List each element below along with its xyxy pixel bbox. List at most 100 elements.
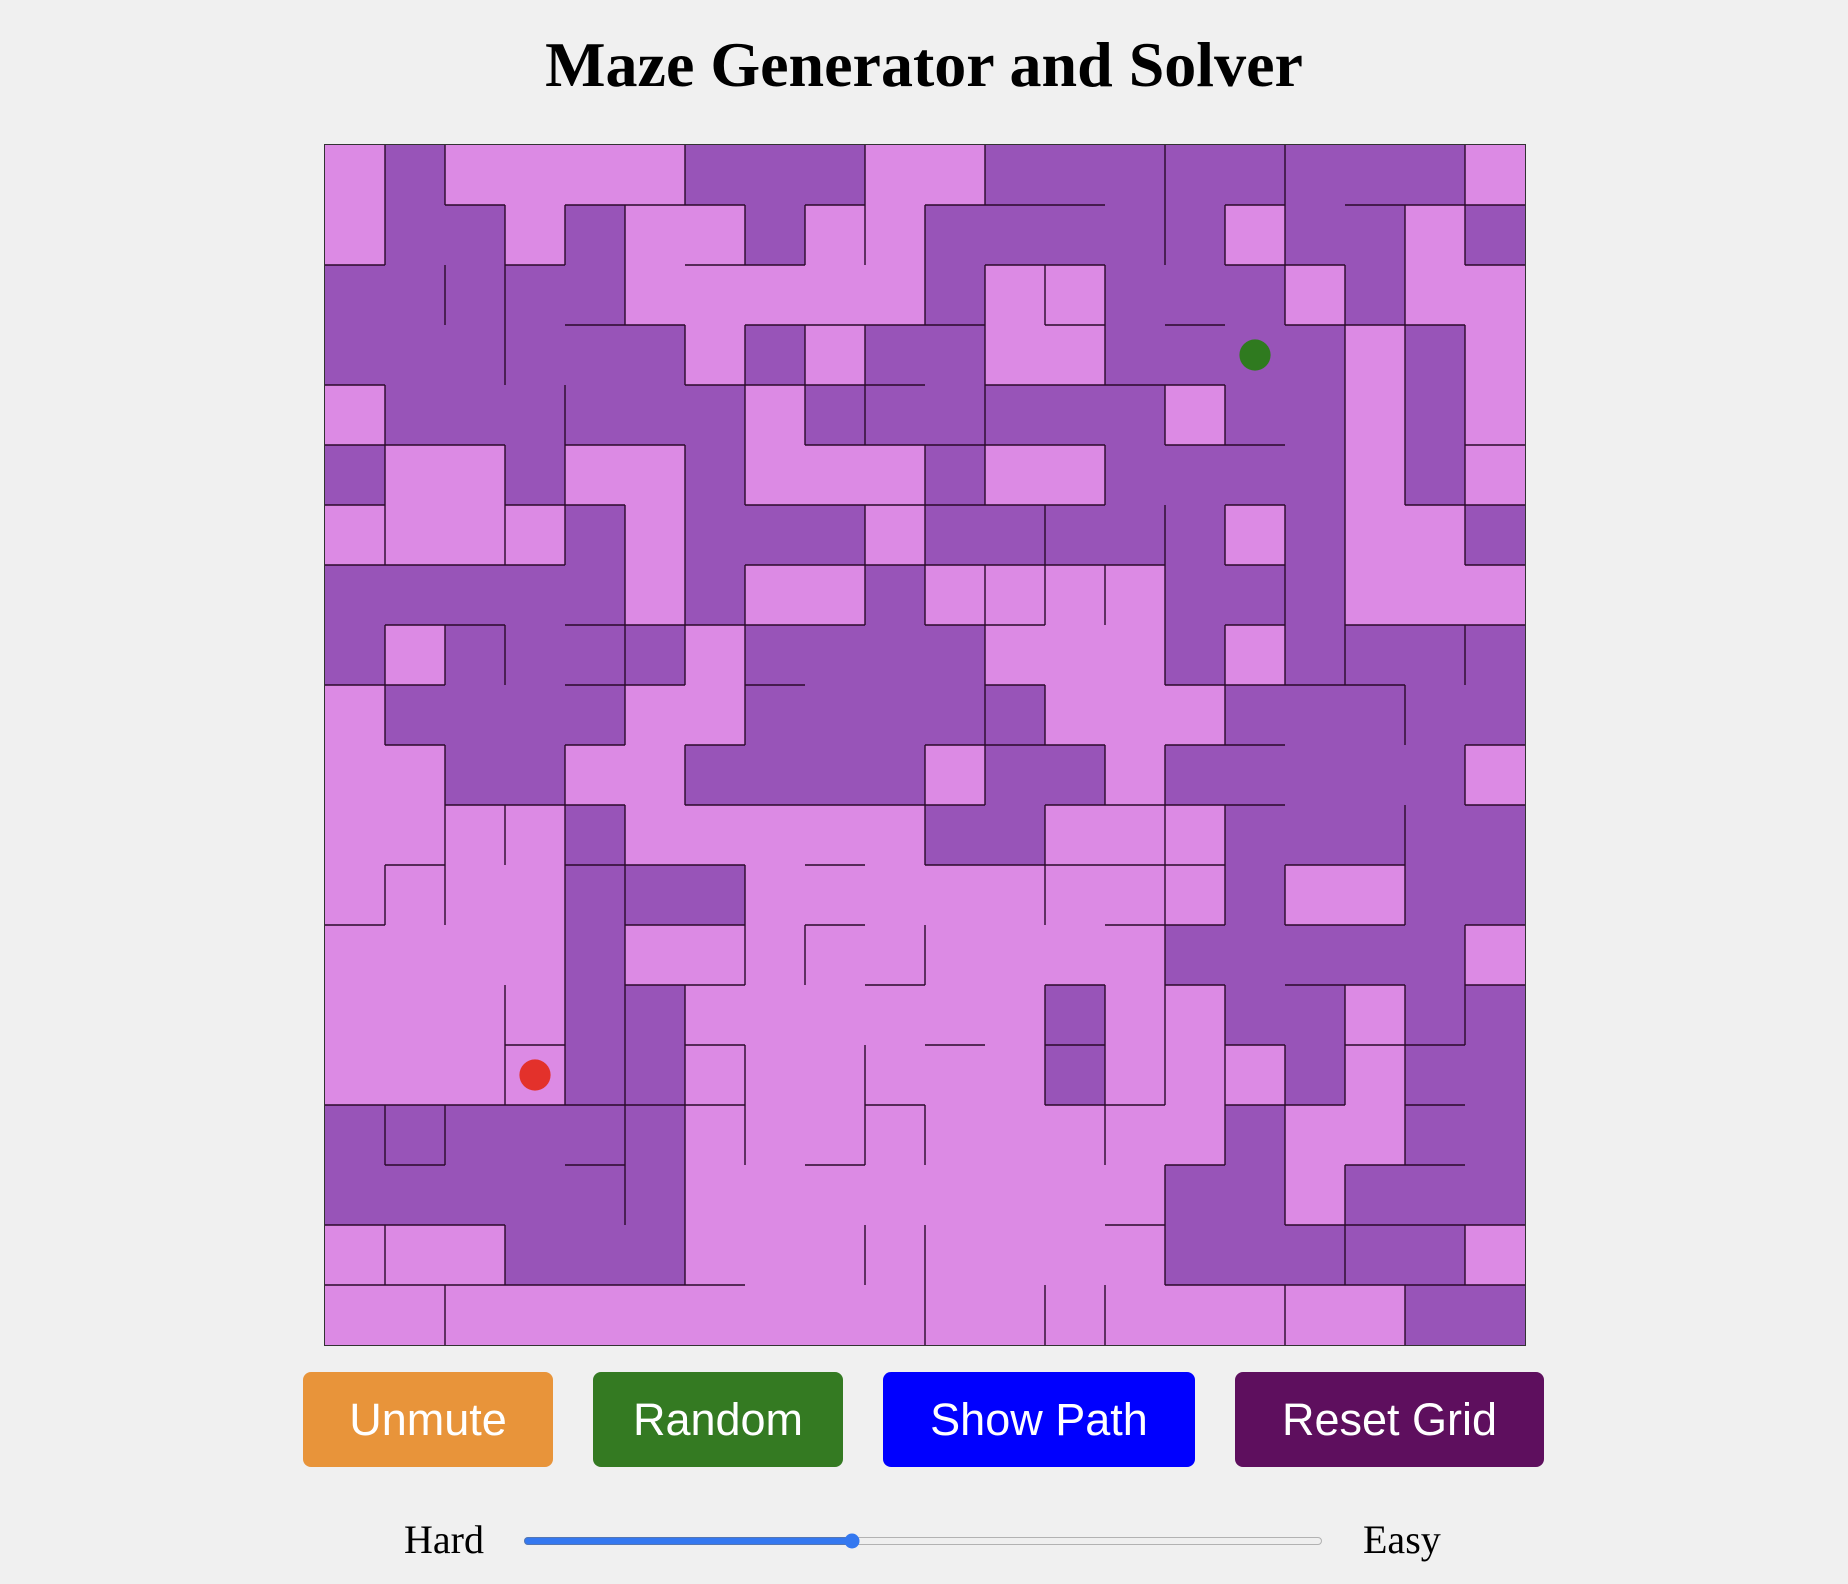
- maze-cell[interactable]: [865, 1165, 925, 1225]
- maze-cell[interactable]: [445, 1285, 505, 1345]
- maze-cell[interactable]: [385, 205, 445, 265]
- maze-cell[interactable]: [565, 805, 625, 865]
- maze-cell[interactable]: [745, 685, 805, 745]
- maze-cell[interactable]: [1045, 1105, 1105, 1165]
- maze-cell[interactable]: [1405, 445, 1465, 505]
- maze-cell[interactable]: [685, 145, 745, 205]
- maze-cell[interactable]: [1465, 385, 1525, 445]
- maze-cell[interactable]: [745, 1045, 805, 1105]
- maze-cell[interactable]: [1045, 865, 1105, 925]
- maze-cell[interactable]: [1465, 1105, 1525, 1165]
- maze-cell[interactable]: [805, 145, 865, 205]
- maze-cell[interactable]: [1405, 1165, 1465, 1225]
- maze-cell[interactable]: [385, 625, 445, 685]
- maze-cell[interactable]: [445, 505, 505, 565]
- maze-cell[interactable]: [445, 625, 505, 685]
- maze-cell[interactable]: [625, 325, 685, 385]
- maze-cell[interactable]: [1345, 925, 1405, 985]
- maze-cell[interactable]: [985, 1285, 1045, 1345]
- maze-cell[interactable]: [1405, 325, 1465, 385]
- maze-cell[interactable]: [565, 865, 625, 925]
- maze-cell[interactable]: [505, 205, 565, 265]
- maze-cell[interactable]: [1165, 1285, 1225, 1345]
- maze-cell[interactable]: [1165, 1045, 1225, 1105]
- maze-cell[interactable]: [745, 205, 805, 265]
- maze-cell[interactable]: [985, 505, 1045, 565]
- maze-cell[interactable]: [445, 865, 505, 925]
- maze-cell[interactable]: [985, 805, 1045, 865]
- maze-cell[interactable]: [865, 1105, 925, 1165]
- maze-cell[interactable]: [805, 445, 865, 505]
- maze-cell[interactable]: [1405, 265, 1465, 325]
- maze-cell[interactable]: [865, 265, 925, 325]
- maze-cell[interactable]: [865, 385, 925, 445]
- maze-cell[interactable]: [1405, 1285, 1465, 1345]
- maze-cell[interactable]: [1285, 265, 1345, 325]
- maze-cell[interactable]: [1465, 445, 1525, 505]
- maze-cell[interactable]: [385, 505, 445, 565]
- maze-cell[interactable]: [685, 1225, 745, 1285]
- maze-cell[interactable]: [985, 1045, 1045, 1105]
- maze-cell[interactable]: [685, 865, 745, 925]
- maze-cell[interactable]: [625, 745, 685, 805]
- maze-cell[interactable]: [445, 985, 505, 1045]
- maze-cell[interactable]: [925, 385, 985, 445]
- maze-cell[interactable]: [625, 265, 685, 325]
- maze-cell[interactable]: [985, 145, 1045, 205]
- maze-cell[interactable]: [505, 625, 565, 685]
- maze-cell[interactable]: [385, 1165, 445, 1225]
- maze-cell[interactable]: [1465, 625, 1525, 685]
- maze-cell[interactable]: [1285, 565, 1345, 625]
- maze-cell[interactable]: [1345, 1165, 1405, 1225]
- maze-cell[interactable]: [925, 1105, 985, 1165]
- maze-cell[interactable]: [505, 925, 565, 985]
- maze-cell[interactable]: [1045, 1165, 1105, 1225]
- maze-cell[interactable]: [1285, 325, 1345, 385]
- maze-cell[interactable]: [325, 445, 385, 505]
- maze-cell[interactable]: [325, 625, 385, 685]
- maze-cell[interactable]: [1345, 1225, 1405, 1285]
- maze-cell[interactable]: [1465, 505, 1525, 565]
- maze-cell[interactable]: [685, 385, 745, 445]
- maze-cell[interactable]: [985, 625, 1045, 685]
- maze-cell[interactable]: [1045, 325, 1105, 385]
- maze-cell[interactable]: [565, 505, 625, 565]
- maze-cell[interactable]: [445, 745, 505, 805]
- maze-cell[interactable]: [325, 1105, 385, 1165]
- maze-cell[interactable]: [1405, 505, 1465, 565]
- maze-cell[interactable]: [925, 1045, 985, 1105]
- maze-cell[interactable]: [685, 265, 745, 325]
- maze-cell[interactable]: [505, 865, 565, 925]
- maze-cell[interactable]: [1225, 685, 1285, 745]
- maze-cell[interactable]: [985, 745, 1045, 805]
- maze-cell[interactable]: [985, 685, 1045, 745]
- maze-cell[interactable]: [1405, 1225, 1465, 1285]
- maze-cell[interactable]: [385, 325, 445, 385]
- maze-cell[interactable]: [1465, 145, 1525, 205]
- maze-cell[interactable]: [505, 685, 565, 745]
- maze-cell[interactable]: [1105, 925, 1165, 985]
- maze-cell[interactable]: [1345, 805, 1405, 865]
- maze-cell[interactable]: [925, 445, 985, 505]
- maze-cell[interactable]: [1345, 325, 1405, 385]
- maze-cell[interactable]: [325, 745, 385, 805]
- maze-cell[interactable]: [925, 565, 985, 625]
- maze-cell[interactable]: [325, 685, 385, 745]
- maze-grid[interactable]: [325, 145, 1525, 1345]
- maze-cell[interactable]: [505, 265, 565, 325]
- maze-cell[interactable]: [1105, 745, 1165, 805]
- maze-cell[interactable]: [745, 1165, 805, 1225]
- maze-cell[interactable]: [505, 145, 565, 205]
- maze-cell[interactable]: [805, 505, 865, 565]
- maze-cell[interactable]: [925, 205, 985, 265]
- maze-cell[interactable]: [805, 685, 865, 745]
- reset-grid-button[interactable]: Reset Grid: [1235, 1372, 1544, 1467]
- maze-cell[interactable]: [505, 565, 565, 625]
- maze-cell[interactable]: [745, 505, 805, 565]
- maze-cell[interactable]: [325, 205, 385, 265]
- maze-cell[interactable]: [385, 865, 445, 925]
- maze-cell[interactable]: [865, 925, 925, 985]
- maze-cell[interactable]: [445, 325, 505, 385]
- maze-cell[interactable]: [745, 1105, 805, 1165]
- maze-cell[interactable]: [1045, 265, 1105, 325]
